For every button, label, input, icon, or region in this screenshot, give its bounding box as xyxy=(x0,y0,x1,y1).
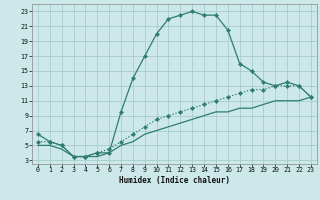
X-axis label: Humidex (Indice chaleur): Humidex (Indice chaleur) xyxy=(119,176,230,185)
